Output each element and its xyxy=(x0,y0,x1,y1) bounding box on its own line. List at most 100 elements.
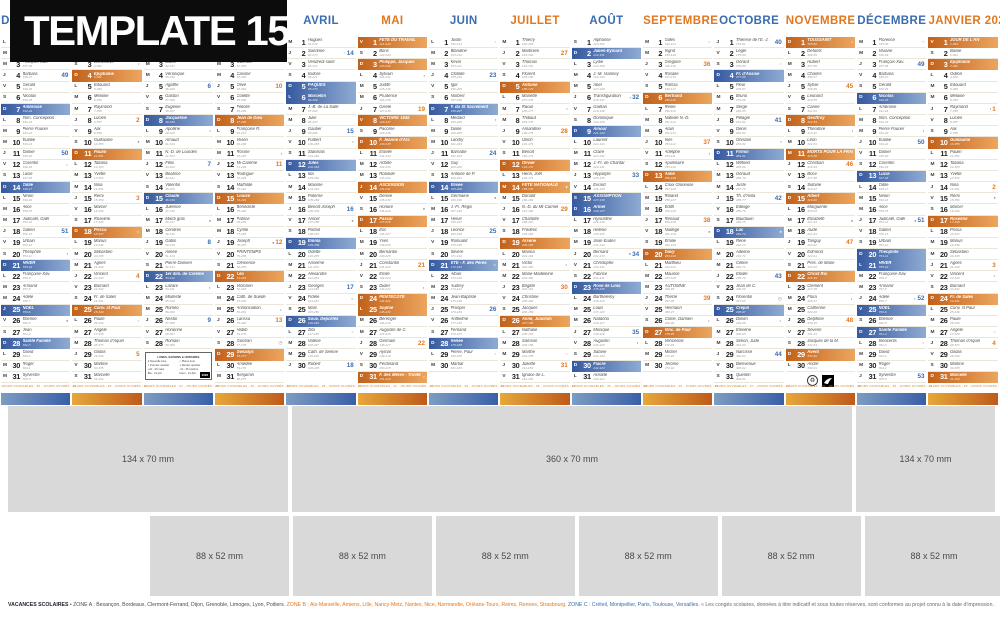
day-of-year: 268-97 xyxy=(664,309,675,314)
day-of-year: 310-55 xyxy=(807,97,817,102)
saint-name: Paulin xyxy=(93,149,107,154)
day-of-year: 46-319 xyxy=(165,198,175,203)
day-number: 1 xyxy=(372,37,377,47)
day-of-year: 252-113 xyxy=(664,131,676,136)
saint-name: Augustin de C. xyxy=(379,328,407,333)
middle-placeholder-box[interactable]: 134 x 70 mm xyxy=(8,406,288,512)
day-number: 10 xyxy=(868,137,877,147)
day-number: 22 xyxy=(369,271,377,281)
day-of-year: 19-346 xyxy=(949,242,960,247)
day-name-block: Mardi gras 48-317 xyxy=(165,217,208,225)
legend-item: ◐ Premier quartier xyxy=(147,364,170,368)
day-name-block: Inès 253-112 xyxy=(665,138,703,146)
day-number: 10 xyxy=(440,137,449,147)
day-of-year: 343-22 xyxy=(22,131,33,136)
day-name-block: Médard 159-206 xyxy=(451,116,494,124)
day-name-block: Édouard 5-360 xyxy=(950,83,996,91)
bottom-placeholder-box[interactable]: 88 x 52 mm xyxy=(721,516,861,596)
day-row: S 7 Eugénie 38-327 xyxy=(143,104,214,116)
day-row: M 3 François-Xav. 337-28 xyxy=(1,59,71,71)
day-name-block: Vinc. de Paul 270-95 xyxy=(665,328,711,336)
day-row: S 12 Apollinaire 255-110 xyxy=(643,160,713,171)
day-row: M 22 Marie-Madeleine 203-162 xyxy=(500,271,570,283)
day-number: 17 xyxy=(583,216,591,226)
bottom-placeholder-box[interactable]: 88 x 52 mm xyxy=(578,516,718,596)
saint-name: TOUSSAINT xyxy=(807,38,832,43)
saint-name: J.-Fr. Régis xyxy=(450,205,473,210)
saint-name: Juste xyxy=(735,183,746,188)
day-of-year: 259-106 xyxy=(664,209,676,214)
day-letter: L xyxy=(573,61,577,67)
day-name-block: Imm. Conception 342-23 xyxy=(23,116,69,124)
day-row: V 26 Anthelme 177-188 xyxy=(429,316,499,328)
day-letter: S xyxy=(502,73,506,79)
day-letter: J xyxy=(716,39,720,45)
day-number: 6 xyxy=(444,93,449,103)
day-letter: L xyxy=(645,184,649,190)
day-of-year: 27-338 xyxy=(949,332,960,337)
day-number: 7 xyxy=(729,104,734,114)
day-letter: D xyxy=(359,218,364,224)
day-letter: D xyxy=(787,117,792,123)
day-row: V 19 Romuald 170-195 xyxy=(429,238,499,249)
day-number: 20 xyxy=(654,249,663,259)
day-number: 21 xyxy=(297,260,306,270)
day-row: L 4 Odilon 4-361 xyxy=(928,70,998,82)
saint-name: Hugues xyxy=(307,38,323,43)
day-of-year: 351-14 xyxy=(878,220,889,225)
day-name-block: Marc 115-250 xyxy=(308,306,354,314)
day-row: D 6 Nicolas 340-25 xyxy=(857,92,927,104)
day-of-year: 196-169 xyxy=(521,198,534,203)
day-row-right: ◷ xyxy=(277,340,282,346)
day-row: M 20 Bernardin 140-225 xyxy=(357,249,428,261)
day-row-right: ● xyxy=(65,319,68,323)
day-number: 28 xyxy=(583,338,591,348)
bottom-placeholder-box[interactable]: 88 x 52 mm xyxy=(292,516,432,596)
day-of-year: 285-80 xyxy=(735,164,746,169)
day-of-year: 148-217 xyxy=(379,343,391,348)
day-name-block: Fr. d'Assise 277-88 xyxy=(736,72,782,80)
day-of-year: 280-85 xyxy=(735,108,746,113)
day-letter: M xyxy=(3,296,7,302)
day-number: 5 xyxy=(372,82,377,92)
day-letter: M xyxy=(716,173,721,179)
day-of-year: 99-266 xyxy=(307,131,318,136)
day-name-block: J.-Fr. Régis 167-198 xyxy=(451,205,497,213)
bottom-placeholder-box[interactable]: 88 x 52 mm xyxy=(435,516,575,596)
saint-name: Michel xyxy=(664,350,677,355)
day-number: 13 xyxy=(369,171,377,181)
day-row-right: ◑ xyxy=(350,140,353,144)
day-row-right: 19 xyxy=(417,106,425,113)
day-number: 28 xyxy=(155,338,163,348)
day-of-year: 217-148 xyxy=(593,86,605,91)
day-row: S 7 Félicité 66-299 xyxy=(215,104,285,116)
day-row: M 30 Roger 364-1 xyxy=(1,361,71,372)
day-of-year: 297-68 xyxy=(735,298,746,303)
day-row: V 25 Hermann 268-97 xyxy=(643,305,713,316)
day-letter: J xyxy=(573,329,577,335)
day-letter: V xyxy=(502,374,506,380)
day-number: 4 xyxy=(230,71,235,81)
day-of-year: 62-303 xyxy=(236,64,247,69)
day-letter: M xyxy=(573,240,578,246)
day-number: 28 xyxy=(939,338,948,348)
week-number: 18 xyxy=(346,362,354,370)
day-number: 14 xyxy=(369,182,377,192)
moon-phase-icon: ◐ xyxy=(280,307,283,312)
day-of-year: 52-313 xyxy=(165,265,175,270)
moon-phase-icon: ○ xyxy=(343,51,346,56)
day-row: D 8 Jean de Dieu 67-298 xyxy=(215,115,285,127)
bottom-placeholder-box[interactable]: 88 x 52 mm xyxy=(150,516,289,596)
bottom-placeholder-box[interactable]: 88 x 52 mm xyxy=(864,516,1000,596)
day-of-year: 18-347 xyxy=(93,231,104,236)
day-letter: M xyxy=(359,240,364,246)
day-row: V 3 Thomas 184-181 xyxy=(500,59,570,71)
day-number: 23 xyxy=(226,283,235,293)
day-row: J 25 NOËL 359-6 xyxy=(1,304,71,316)
day-name-block: Germaine 166-199 xyxy=(451,194,494,202)
day-of-year: 152-213 xyxy=(450,41,462,46)
middle-placeholder-box[interactable]: 360 x 70 mm xyxy=(292,406,852,512)
middle-placeholder-box[interactable]: 134 x 70 mm xyxy=(856,406,995,512)
day-row: V 16 Edwige 289-76 xyxy=(714,204,784,216)
day-letter: V xyxy=(3,162,7,168)
